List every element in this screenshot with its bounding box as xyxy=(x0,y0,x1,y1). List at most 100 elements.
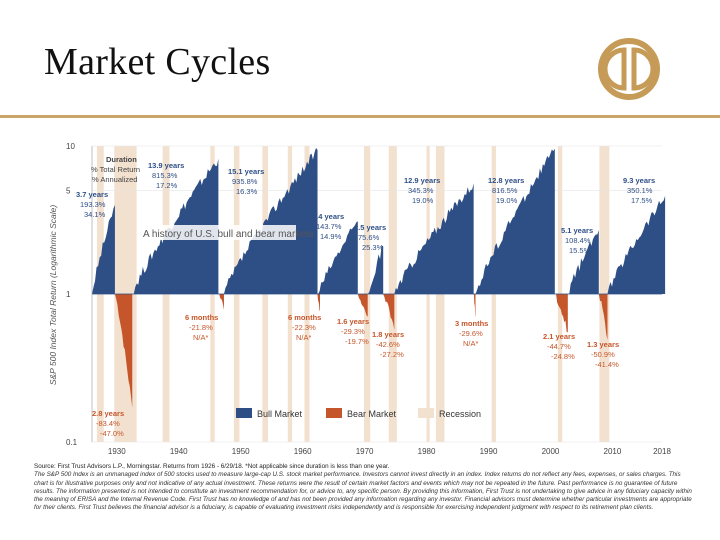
bull-total-return-label: 108.4% xyxy=(565,236,591,245)
bear-duration-label: 6 months xyxy=(288,313,321,322)
bull-total-return-label: 350.1% xyxy=(627,186,653,195)
bear-market-area xyxy=(598,294,608,340)
x-tick-label: 2010 xyxy=(604,447,622,456)
bear-market-area xyxy=(473,294,476,317)
bull-duration-label: 12.9 years xyxy=(404,176,440,185)
market-cycles-chart: 10 5 1 0.1 1930 1940 1950 1960 1970 1980 1990 2000 2… xyxy=(48,142,671,456)
x-tick-label: 1940 xyxy=(170,447,188,456)
bull-annualized-label: 19.0% xyxy=(496,196,518,205)
duration-key-annualized: % Annualized xyxy=(92,175,137,184)
legend-bear-label: Bear Market xyxy=(347,409,397,419)
x-tick-label: 1960 xyxy=(294,447,312,456)
bull-duration-label: 15.1 years xyxy=(228,167,264,176)
x-tick-label: 1930 xyxy=(108,447,126,456)
bull-annualized-label: 14.9% xyxy=(320,232,342,241)
bull-market-area xyxy=(567,230,599,294)
bull-annualized-label: 34.1% xyxy=(84,210,106,219)
title-divider xyxy=(0,115,720,118)
bear-market-area xyxy=(316,294,320,311)
bull-market-area xyxy=(318,221,358,294)
footnote: Source: First Trust Advisors L.P., Morni… xyxy=(34,463,694,513)
subtitle-overlay: A history of U.S. bull and bear markets xyxy=(140,225,314,240)
bear-market-area xyxy=(554,294,568,333)
legend-bull-label: Bull Market xyxy=(257,409,303,419)
bull-duration-label: 5.1 years xyxy=(561,226,593,235)
bear-total-return-label: -50.9% xyxy=(591,350,615,359)
bear-total-return-label: -29.6% xyxy=(459,329,483,338)
bull-duration-label: 12.8 years xyxy=(488,176,524,185)
legend-bull-swatch xyxy=(236,408,252,418)
legend-bear-swatch xyxy=(326,408,342,418)
bear-annualized-label: N/A* xyxy=(193,333,209,342)
bear-duration-label: 1.8 years xyxy=(372,330,404,339)
bull-total-return-label: 193.3% xyxy=(80,200,106,209)
bull-market-area xyxy=(394,183,474,294)
bull-total-return-label: 345.3% xyxy=(408,186,434,195)
bear-annualized-label: N/A* xyxy=(463,339,479,348)
bull-market-area xyxy=(223,147,318,294)
bull-duration-label: 2.5 years xyxy=(354,223,386,232)
bear-total-return-label: -44.7% xyxy=(547,342,571,351)
bull-total-return-label: 815.3% xyxy=(152,171,178,180)
bear-total-return-label: -42.6% xyxy=(376,340,400,349)
bull-duration-label: 6.4 years xyxy=(312,212,344,221)
bull-annualized-label: 15.5% xyxy=(569,246,591,255)
bear-total-return-label: -22.3% xyxy=(292,323,316,332)
bear-market-area xyxy=(357,294,368,317)
bear-annualized-label: -27.2% xyxy=(380,350,404,359)
bear-total-return-label: -21.8% xyxy=(189,323,213,332)
slide-title: Market Cycles xyxy=(44,41,271,83)
legend-recession-swatch xyxy=(418,408,434,418)
bear-duration-label: 1.3 years xyxy=(587,340,619,349)
bull-annualized-label: 16.3% xyxy=(236,187,258,196)
bull-annualized-label: 19.0% xyxy=(412,196,434,205)
footnote-source: Source: First Trust Advisors L.P., Morni… xyxy=(34,463,390,470)
bear-annualized-label: -19.7% xyxy=(345,337,369,346)
bull-total-return-label: 816.5% xyxy=(492,186,518,195)
bear-annualized-label: -47.0% xyxy=(100,429,124,438)
footnote-body: The S&P 500 Index is an unmanaged index … xyxy=(34,471,692,512)
bull-market-area xyxy=(475,148,555,294)
bear-duration-label: 2.1 years xyxy=(543,332,575,341)
duration-key: Duration % Total Return % Annualized xyxy=(91,155,140,184)
bull-duration-label: 9.3 years xyxy=(623,176,655,185)
duration-key-total: % Total Return xyxy=(91,165,140,174)
x-tick-label: 1980 xyxy=(418,447,436,456)
legend: Bull Market Bear Market Recession xyxy=(236,408,481,419)
y-axis-label: S&P 500 Index Total Return (Logarithmic … xyxy=(48,205,58,385)
duration-key-title: Duration xyxy=(106,155,137,164)
bear-duration-label: 2.8 years xyxy=(92,409,124,418)
market-areas xyxy=(92,147,666,408)
bull-total-return-label: 75.6% xyxy=(358,233,380,242)
bull-total-return-label: 935.8% xyxy=(232,177,258,186)
bear-market-area xyxy=(218,294,224,310)
x-tick-label: 2018 xyxy=(653,447,671,456)
y-tick-label: 1 xyxy=(66,290,71,299)
bear-duration-label: 1.6 years xyxy=(337,317,369,326)
x-tick-label: 1990 xyxy=(480,447,498,456)
x-tick-label: 1970 xyxy=(356,447,374,456)
brand-logo-icon xyxy=(598,38,660,100)
y-tick-label: 10 xyxy=(66,142,75,151)
bear-annualized-label: -41.4% xyxy=(595,360,619,369)
bull-annualized-label: 17.5% xyxy=(631,196,653,205)
bear-market-area xyxy=(383,294,395,331)
bull-duration-label: 13.9 years xyxy=(148,161,184,170)
bear-market-area xyxy=(114,294,133,408)
x-tick-label: 1950 xyxy=(232,447,250,456)
legend-recession-label: Recession xyxy=(439,409,481,419)
bull-market-area xyxy=(607,195,666,294)
bull-annualized-label: 25.3% xyxy=(362,243,384,252)
subtitle-overlay-text: A history of U.S. bull and bear markets xyxy=(143,229,314,240)
bull-market-area xyxy=(367,245,384,294)
bull-annualized-label: 17.2% xyxy=(156,181,178,190)
bull-market-area xyxy=(92,204,115,294)
y-tick-label: 0.1 xyxy=(66,438,78,447)
bear-annualized-label: N/A* xyxy=(296,333,312,342)
bear-annualized-label: -24.8% xyxy=(551,352,575,361)
bear-duration-label: 6 months xyxy=(185,313,218,322)
bull-total-return-label: 143.7% xyxy=(316,222,342,231)
y-tick-label: 5 xyxy=(66,187,71,196)
bear-total-return-label: -83.4% xyxy=(96,419,120,428)
